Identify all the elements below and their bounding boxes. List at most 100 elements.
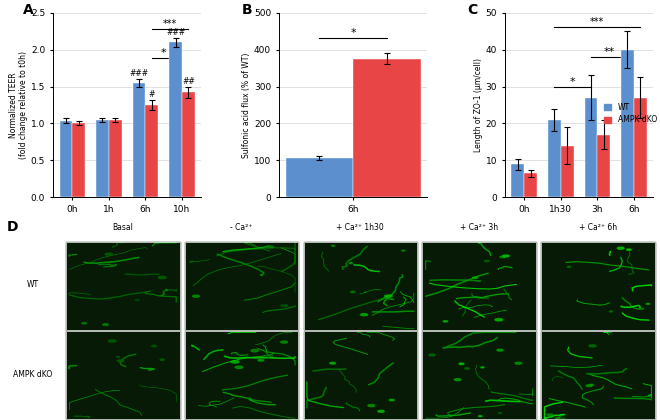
Circle shape: [567, 266, 571, 268]
Bar: [541, 242, 655, 330]
Y-axis label: Normalized TEER
(fold change relative to t0h): Normalized TEER (fold change relative to…: [9, 51, 28, 159]
Circle shape: [193, 295, 199, 297]
Circle shape: [500, 256, 506, 258]
Bar: [286, 158, 353, 197]
Circle shape: [330, 362, 335, 364]
Bar: [185, 242, 298, 330]
Circle shape: [481, 367, 484, 368]
Circle shape: [135, 299, 139, 301]
Bar: [541, 242, 655, 330]
Bar: [548, 120, 561, 197]
Text: - Ca²⁺: - Ca²⁺: [230, 223, 253, 232]
Circle shape: [515, 362, 521, 364]
Text: B: B: [242, 3, 252, 17]
Bar: [185, 331, 298, 419]
Bar: [66, 242, 180, 330]
Circle shape: [495, 318, 503, 321]
Circle shape: [258, 360, 263, 361]
Bar: [541, 331, 655, 419]
Text: #: #: [148, 90, 155, 99]
Text: D: D: [7, 220, 18, 234]
Bar: [96, 120, 109, 197]
Bar: [422, 242, 536, 330]
Circle shape: [626, 249, 631, 250]
Circle shape: [454, 378, 461, 381]
Bar: [185, 331, 298, 419]
Bar: [541, 331, 655, 419]
Circle shape: [385, 295, 392, 297]
Circle shape: [429, 354, 435, 356]
Text: + Ca²⁺ 6h: + Ca²⁺ 6h: [579, 223, 617, 232]
Bar: [66, 242, 180, 330]
Y-axis label: Length of ZO-1 (μm/cell): Length of ZO-1 (μm/cell): [474, 58, 483, 152]
Circle shape: [443, 320, 447, 322]
Bar: [59, 121, 73, 197]
Bar: [353, 59, 420, 197]
Text: *: *: [161, 48, 166, 58]
Text: **: **: [604, 47, 615, 57]
Circle shape: [402, 250, 405, 251]
Text: AMPK dKO: AMPK dKO: [13, 370, 53, 379]
Bar: [422, 242, 536, 330]
Text: *: *: [350, 29, 356, 39]
Bar: [422, 331, 536, 419]
Bar: [561, 146, 574, 197]
Bar: [304, 242, 417, 330]
Circle shape: [108, 340, 116, 342]
Y-axis label: Sulfonic acid flux (% of WT): Sulfonic acid flux (% of WT): [242, 52, 251, 158]
Bar: [422, 331, 536, 419]
Circle shape: [350, 291, 355, 293]
Circle shape: [547, 414, 553, 416]
Bar: [621, 50, 634, 197]
Circle shape: [251, 349, 258, 352]
Circle shape: [105, 253, 112, 255]
Bar: [304, 242, 417, 330]
Bar: [66, 331, 180, 419]
Text: ***: ***: [590, 17, 605, 27]
Circle shape: [103, 324, 108, 326]
Legend: WT, AMPK dKO: WT, AMPK dKO: [601, 100, 660, 128]
Bar: [185, 242, 298, 330]
Text: ###: ###: [129, 68, 148, 78]
Circle shape: [280, 304, 288, 307]
Circle shape: [117, 360, 124, 362]
Text: ##: ##: [182, 77, 195, 86]
Circle shape: [158, 276, 166, 279]
Circle shape: [497, 349, 503, 351]
Text: Basal: Basal: [112, 223, 133, 232]
Bar: [585, 97, 597, 197]
Circle shape: [231, 361, 239, 363]
Bar: [133, 83, 145, 197]
Circle shape: [478, 416, 482, 417]
Circle shape: [589, 345, 596, 347]
Bar: [634, 97, 647, 197]
Bar: [73, 123, 85, 197]
Circle shape: [368, 404, 375, 407]
Circle shape: [484, 260, 489, 262]
Bar: [304, 331, 417, 419]
Text: ***: ***: [163, 19, 177, 29]
Circle shape: [82, 323, 86, 324]
Circle shape: [609, 311, 612, 312]
Bar: [169, 42, 182, 197]
Bar: [524, 173, 537, 197]
Circle shape: [331, 245, 335, 247]
Bar: [182, 92, 195, 197]
Circle shape: [473, 277, 478, 278]
Bar: [597, 134, 610, 197]
Bar: [512, 164, 524, 197]
Circle shape: [266, 354, 273, 357]
Circle shape: [617, 247, 624, 249]
Circle shape: [389, 399, 394, 401]
Circle shape: [465, 368, 469, 369]
Bar: [109, 120, 121, 197]
Circle shape: [235, 366, 243, 368]
Text: + Ca²⁺ 1h30: + Ca²⁺ 1h30: [337, 223, 384, 232]
Circle shape: [378, 410, 384, 412]
Text: WT: WT: [27, 281, 39, 289]
Circle shape: [590, 384, 593, 385]
Circle shape: [499, 412, 502, 414]
Circle shape: [267, 246, 273, 248]
Text: ###: ###: [166, 28, 185, 37]
Circle shape: [280, 341, 288, 343]
